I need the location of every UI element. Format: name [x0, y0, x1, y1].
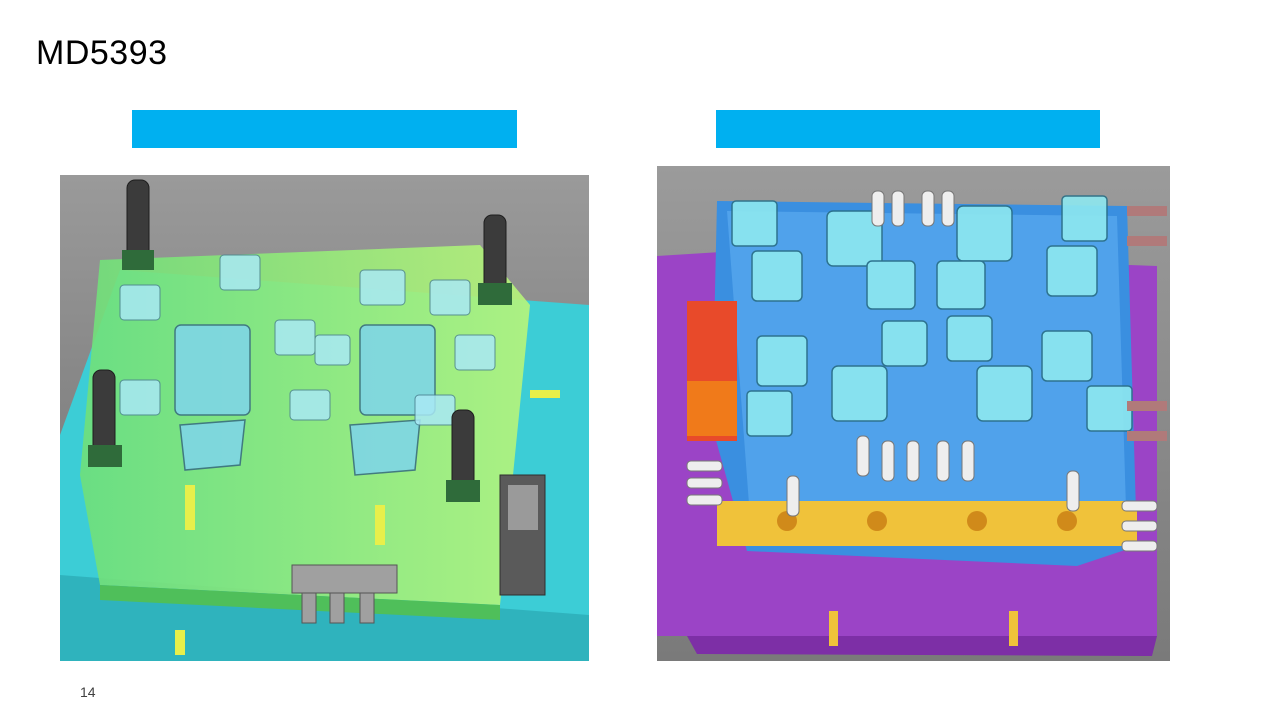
right-mold-render-image	[657, 166, 1170, 661]
left-banner-bar	[132, 110, 517, 148]
right-banner-bar	[716, 110, 1100, 148]
left-mold-render-image	[60, 175, 589, 661]
page-number: 14	[80, 684, 96, 700]
slide-title: MD5393	[36, 34, 168, 72]
